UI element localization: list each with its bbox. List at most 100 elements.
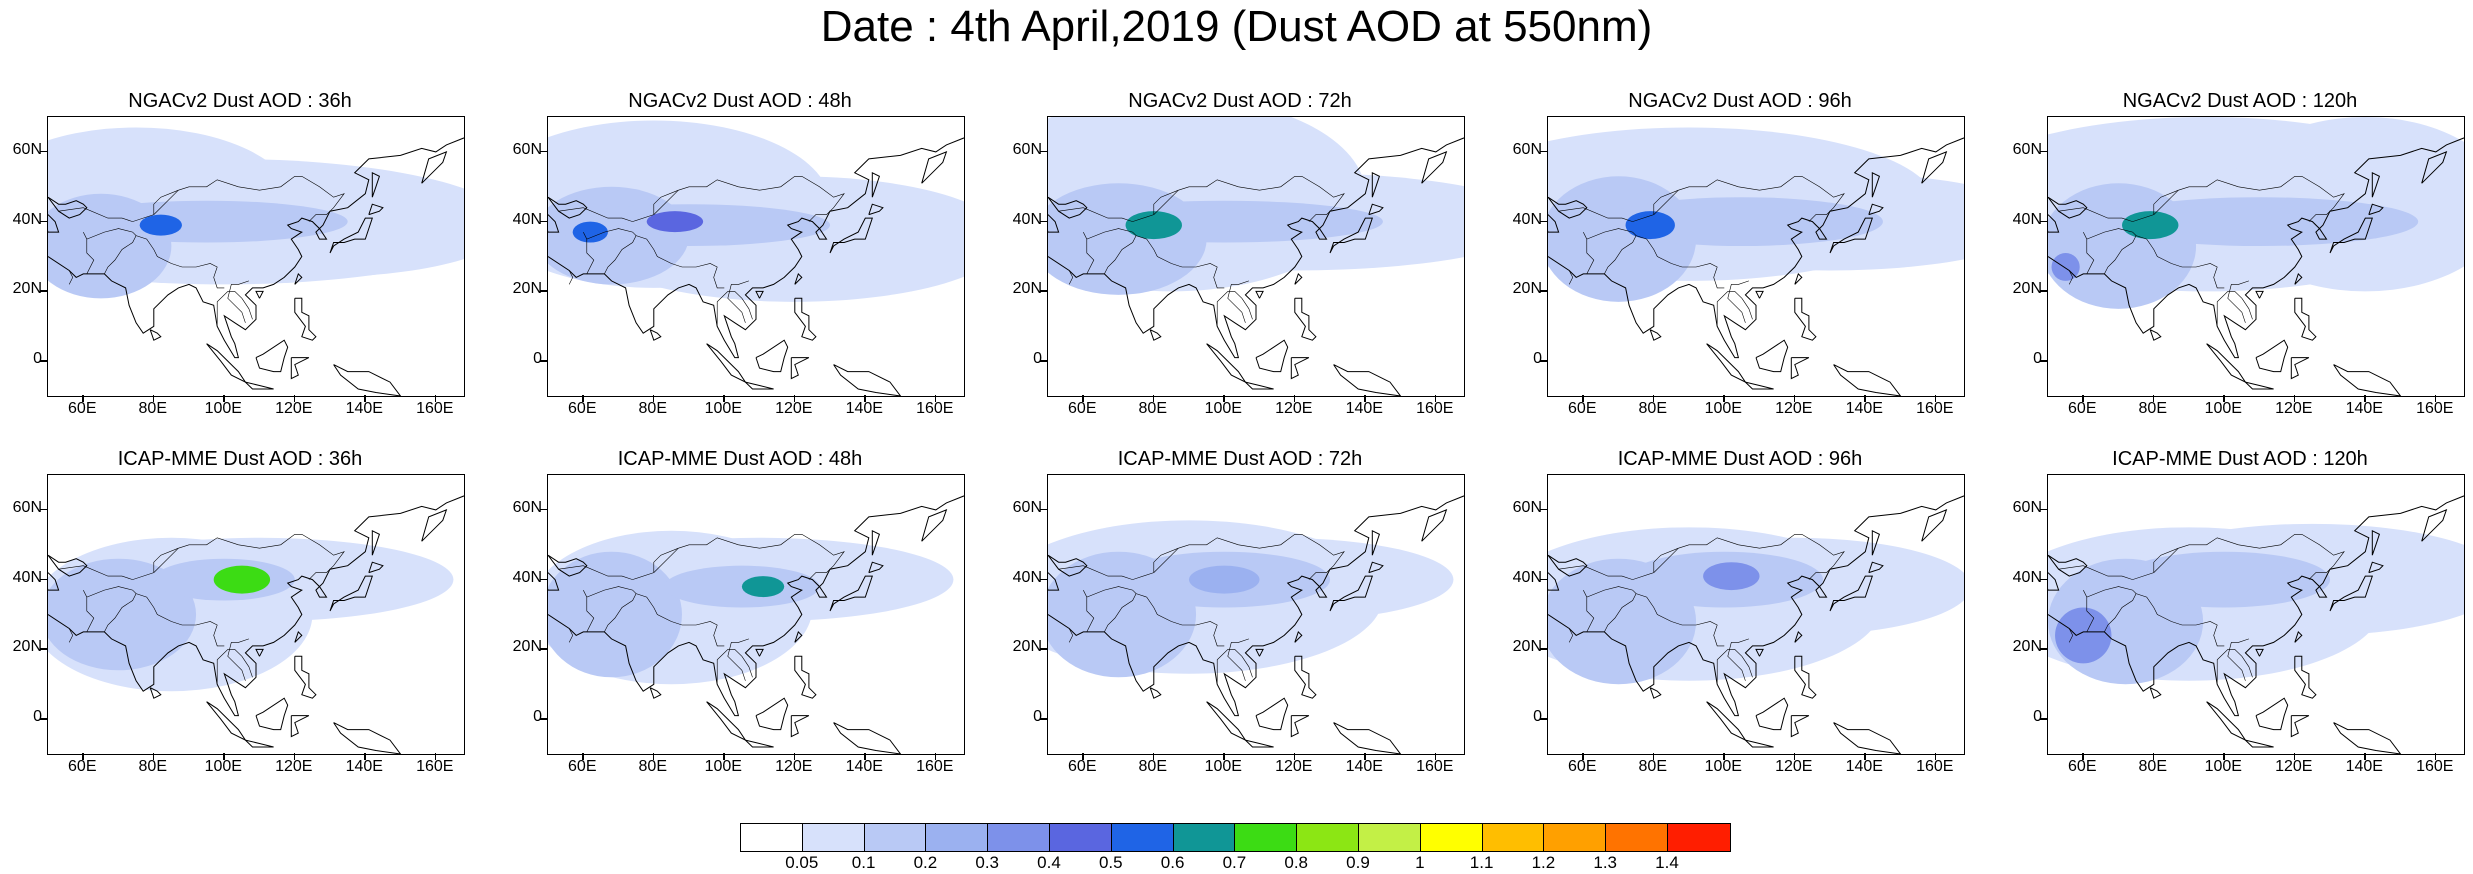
lon-tick-label: 80E — [1138, 400, 1167, 417]
coastline — [548, 137, 964, 359]
coastline — [755, 339, 789, 373]
lon-tick-label: 120E — [1775, 400, 1813, 417]
country-border — [1604, 593, 1637, 633]
coastline — [868, 203, 884, 216]
coastline — [755, 290, 764, 299]
lat-tick-label: 20N — [512, 280, 542, 298]
lat-tick-label: 20N — [12, 638, 42, 656]
country-border — [1153, 189, 1179, 215]
country-border — [1058, 207, 1154, 222]
lon-tick-mark — [1152, 753, 1155, 760]
coastline — [2255, 697, 2289, 731]
colorbar-swatch — [988, 824, 1050, 851]
colorbar-label: 1.3 — [1593, 853, 1617, 872]
country-border — [653, 189, 679, 215]
lat-tick-label: 40N — [512, 568, 542, 586]
coastline — [790, 357, 810, 380]
lon-tick-mark — [582, 753, 584, 760]
country-border — [2083, 231, 2095, 275]
country-border — [86, 228, 225, 289]
coastline — [48, 495, 464, 717]
coastline — [1333, 364, 1402, 396]
country-border — [1808, 210, 1831, 222]
coastline — [48, 572, 60, 591]
country-border — [2104, 235, 2137, 275]
coastline — [2149, 687, 2162, 699]
country-border — [558, 565, 654, 580]
coastline — [1048, 572, 1060, 591]
country-border — [2153, 189, 2179, 215]
lat-tick-label: 0 — [1033, 350, 1042, 368]
coastline — [329, 575, 373, 612]
panel-title: ICAP-MME Dust AOD : 120h — [2112, 448, 2368, 470]
country-border — [1058, 565, 1154, 580]
country-border — [1586, 228, 1725, 289]
coastline — [333, 364, 402, 396]
lat-tick-label: 40N — [1512, 210, 1542, 228]
coastline — [290, 715, 310, 738]
colorbar-label: 0.5 — [1098, 853, 1123, 872]
coastline — [1255, 290, 1264, 299]
lat-tick-mark — [40, 648, 47, 650]
lon-tick-mark — [2434, 395, 2437, 402]
map-plot-area — [1047, 116, 1465, 397]
coastline — [1871, 529, 1881, 556]
dust-aod-map — [548, 120, 964, 396]
lon-tick-label: 80E — [638, 400, 667, 417]
dust-aod-map — [1048, 495, 1464, 754]
lat-tick-label: 20N — [1012, 638, 1042, 656]
lon-tick-label: 80E — [1138, 758, 1167, 775]
map-panel: NGACv2 Dust AOD : 96h 60N 40N 20N 0 60E 80E 100… — [1500, 90, 1980, 450]
lat-tick-mark — [40, 150, 47, 153]
coastline — [1548, 554, 1588, 577]
country-border — [586, 228, 725, 289]
colorbar-label: 0.1 — [851, 853, 876, 872]
lat-tick-mark — [540, 578, 547, 581]
country-border — [604, 235, 637, 275]
lon-tick-label: 160E — [1916, 758, 1954, 775]
lat-tick-mark — [1040, 648, 1047, 650]
lon-tick-label: 100E — [1704, 758, 1742, 775]
dust-aod-map — [1048, 117, 1464, 396]
lat-tick-mark — [1040, 290, 1047, 292]
colorbar-label: 0.4 — [1037, 853, 1061, 872]
country-border — [653, 547, 679, 573]
country-border — [2308, 210, 2331, 222]
lat-tick-mark — [540, 290, 547, 292]
lon-tick-label: 60E — [2068, 400, 2097, 417]
country-border — [104, 235, 137, 275]
lon-tick-label: 160E — [916, 758, 954, 775]
colorbar-swatch — [926, 824, 989, 851]
country-border — [653, 547, 679, 573]
coastline — [1755, 697, 1789, 731]
lat-tick-label: 20N — [1512, 280, 1542, 298]
country-border — [153, 547, 179, 573]
lat-tick-mark — [1540, 360, 1547, 362]
country-border — [2153, 189, 2179, 215]
lon-tick-mark — [1582, 753, 1584, 760]
lon-tick-label: 120E — [775, 400, 813, 417]
country-border — [1153, 189, 1179, 215]
country-border — [83, 231, 95, 275]
coastline — [794, 655, 817, 699]
map-plot-area — [1547, 116, 1965, 397]
lat-tick-label: 40N — [2012, 568, 2042, 586]
country-border — [2086, 228, 2225, 289]
coastline — [294, 630, 303, 643]
colorbar-label: 1 — [1415, 853, 1425, 872]
country-border — [2104, 593, 2137, 633]
coastline — [1794, 655, 1817, 699]
colorbar-label: 0.05 — [785, 853, 819, 872]
country-border — [808, 568, 831, 580]
country-border — [2216, 291, 2253, 327]
country-border — [1558, 207, 1654, 222]
lon-tick-mark — [1434, 753, 1437, 760]
map-panel: ICAP-MME Dust AOD : 36h 60N 40N 20N 0 60E 80E 1… — [0, 448, 480, 808]
lon-tick-label: 120E — [1775, 758, 1813, 775]
panel-title: ICAP-MME Dust AOD : 48h — [617, 448, 863, 470]
lat-tick-label: 60N — [1012, 498, 1042, 516]
coastline — [2329, 575, 2373, 612]
lon-tick-mark — [1793, 395, 1796, 402]
lon-tick-mark — [1082, 395, 1084, 402]
map-plot-area — [47, 474, 465, 755]
